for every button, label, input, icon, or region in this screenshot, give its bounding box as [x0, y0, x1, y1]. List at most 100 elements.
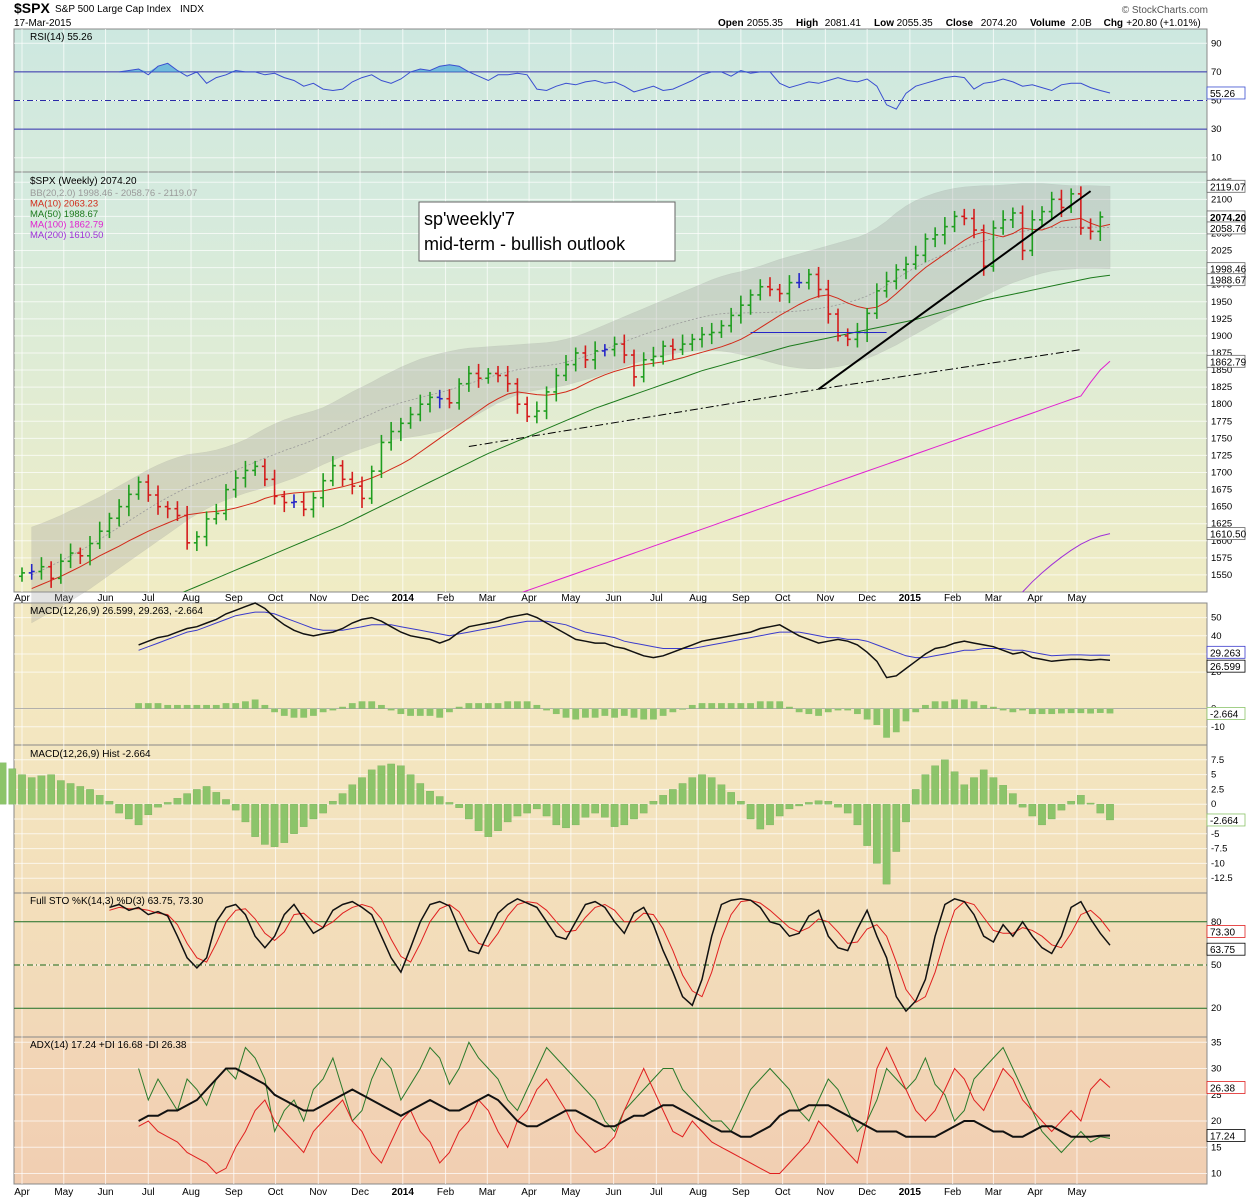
price-bar: [456, 378, 463, 410]
x-tick-label: May: [561, 593, 580, 604]
price-bar: [1077, 186, 1084, 235]
macd-hist-bar: [348, 703, 356, 709]
price-bar: [310, 492, 317, 518]
hist-bar: [95, 795, 104, 805]
sto-k-line: [109, 897, 1111, 1013]
price-bar: [951, 210, 958, 233]
macd-hist-bar: [261, 704, 269, 709]
value-label-box: [1206, 659, 1246, 673]
quote-label-close: Close: [946, 18, 974, 29]
chart-exchange: INDX: [180, 4, 204, 15]
hist-bar: [348, 784, 357, 805]
price-bar: [407, 406, 414, 429]
quote-value-low: 2055.35: [897, 18, 934, 29]
macd-hist-bar: [446, 708, 453, 713]
macd-hist-bar: [475, 703, 482, 709]
right-value-label: 26.599: [1206, 659, 1246, 673]
hist-bar: [484, 804, 493, 837]
value-label-box: [1206, 645, 1246, 659]
macd-hist-bar: [154, 703, 162, 709]
hist-bar: [950, 771, 959, 805]
macd-hist-bar: [358, 701, 366, 709]
price-bar: [300, 492, 307, 517]
price-legend-item: MA(10) 2063.23: [30, 199, 98, 210]
hist-bar: [445, 802, 454, 805]
y-tick-label: 1925: [1211, 314, 1232, 325]
macd-hist-bar: [630, 708, 638, 718]
hist-bar: [329, 801, 337, 805]
macd-hist-bar: [203, 704, 210, 709]
hist-bar: [698, 774, 706, 805]
value-label-text: -2.664: [1210, 709, 1239, 720]
x-tick-label: Aug: [182, 593, 200, 604]
hist-bar: [144, 804, 153, 816]
hist-bar: [931, 765, 939, 805]
y-tick-label: -5: [1211, 829, 1219, 840]
price-bar: [941, 217, 948, 245]
hist-bar: [766, 804, 774, 826]
price-bar: [533, 401, 540, 424]
quote-label-open: Open: [718, 18, 744, 29]
price-title: $SPX (Weekly) 2074.20: [30, 176, 137, 187]
right-value-label: 17.24: [1206, 1129, 1246, 1142]
hist-bar: [57, 780, 65, 805]
hist-bar: [1096, 804, 1105, 814]
y-tick-label: 20: [1211, 667, 1222, 678]
y-tick-label: 70: [1211, 67, 1222, 78]
right-value-label: -2.664: [1206, 707, 1246, 720]
y-tick-label: 15: [1211, 1142, 1222, 1153]
x-tick-label: Sep: [732, 1187, 750, 1198]
hist-bar: [795, 804, 803, 807]
hist-bar: [377, 765, 386, 805]
hist-bar: [639, 804, 648, 814]
hist-bar: [183, 793, 191, 805]
price-bar: [601, 344, 608, 357]
right-value-label: 1988.67: [1206, 273, 1247, 287]
chart-date: 17-Mar-2015: [14, 18, 72, 29]
macd-hist-bar: [426, 708, 434, 716]
x-tick-label: Dec: [351, 593, 369, 604]
macd-hist-bar: [310, 708, 317, 716]
price-bar: [1009, 207, 1016, 228]
hist-bar: [299, 804, 308, 827]
right-value-label: 2074.20: [1206, 210, 1247, 224]
macd-hist-bar: [922, 704, 929, 709]
macd-hist-bar: [873, 708, 881, 725]
hist-bar: [241, 804, 250, 823]
macd-hist-bar: [718, 703, 725, 709]
value-label-box: [1206, 925, 1246, 938]
hist-bar: [115, 804, 123, 814]
macd-panel: [13, 602, 1208, 746]
price-legend-item: MA(200) 1610.50: [30, 230, 103, 241]
price-bar: [922, 233, 929, 263]
quote-row: Open 2055.35 High 2081.41 Low 2055.35 Close 207…: [718, 18, 1201, 29]
price-bar: [543, 386, 550, 420]
price-bar: [961, 208, 968, 226]
hist-bar: [173, 798, 182, 805]
macd-hist-bar: [144, 703, 152, 709]
price-bar: [912, 245, 919, 270]
hist-bar: [251, 804, 259, 837]
macd-hist-bar: [407, 708, 414, 716]
y-tick-label: 50: [1211, 613, 1222, 624]
hist-bar: [270, 804, 279, 847]
hist-bar: [1038, 804, 1046, 826]
macd-hist-bar: [465, 703, 473, 709]
right-value-label: 1610.50: [1206, 527, 1247, 541]
price-bar: [611, 336, 618, 357]
right-value-label: 26.38: [1206, 1081, 1246, 1095]
hist-bar: [134, 804, 143, 826]
macd-hist-bar: [251, 699, 259, 709]
value-label-text: 63.75: [1210, 945, 1235, 956]
macd-hist-bar: [212, 704, 220, 709]
hist-bar: [338, 793, 347, 805]
macd-hist-bar: [484, 703, 492, 709]
price-bar: [796, 273, 803, 289]
macd-hist-bar: [504, 701, 512, 709]
quote-value-chg: +20.80 (+1.01%): [1126, 18, 1201, 29]
trend-line-0: [817, 190, 1092, 390]
x-tick-label: Apr: [1027, 1187, 1043, 1198]
macd-hist-bar: [339, 706, 346, 709]
price-bar: [718, 320, 725, 338]
price-bar: [805, 268, 812, 290]
